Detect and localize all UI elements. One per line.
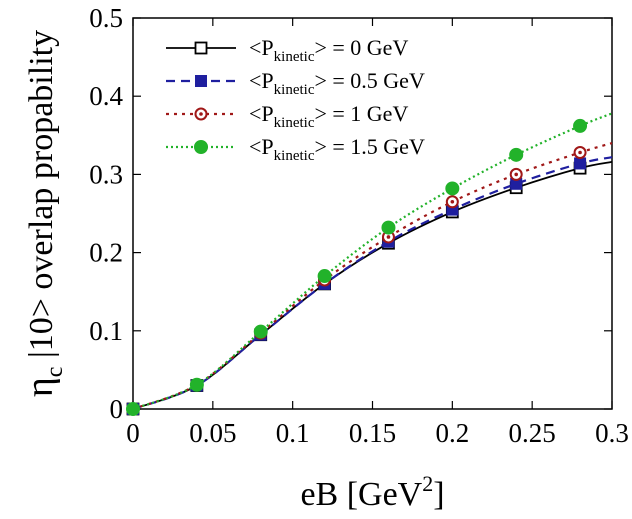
legend-label-sub: kinetic [274, 49, 315, 65]
data-point-open-circle-center [450, 199, 455, 204]
y-tick-label: 0.4 [89, 81, 123, 111]
legend-entry: <Pkinetic> = 1.5 GeV [166, 134, 425, 164]
legend-label-post: > = 0 GeV [314, 35, 408, 60]
x-tick-labels: 0 0.05 0.1 0.15 0.2 0.25 0.3 [126, 418, 629, 448]
y-axis-label-rest: |10> overlap propability [23, 30, 60, 367]
data-point-open-circle-center [386, 235, 391, 239]
y-axis-label-eta: η [19, 377, 61, 397]
legend-label-sub: kinetic [274, 148, 315, 164]
x-tick-label: 0.1 [276, 418, 310, 448]
x-tick-label: 0.05 [189, 418, 236, 448]
data-point-filled-circle [381, 220, 396, 235]
data-point-filled-circle [573, 118, 588, 133]
data-point-filled-square [195, 75, 207, 87]
legend-label: <Pkinetic> = 1.5 GeV [249, 134, 425, 164]
legend-label-post: > = 1.5 GeV [314, 134, 424, 159]
y-tick-label: 0.3 [89, 159, 123, 189]
legend: <Pkinetic> = 0 GeV<Pkinetic> = 0.5 GeV<P… [166, 35, 425, 164]
y-tick-label: 0 [110, 394, 124, 424]
y-axis-label-sub: c [42, 367, 68, 378]
data-point-open-circle-center [514, 172, 518, 177]
legend-label-pre: <P [249, 68, 274, 93]
series-line [132, 161, 613, 410]
legend-label-sub: kinetic [274, 82, 315, 98]
legend-label: <Pkinetic> = 0 GeV [249, 35, 408, 65]
data-point-filled-circle [445, 181, 460, 196]
y-tick-label: 0.5 [89, 3, 123, 33]
series-3 [126, 112, 613, 416]
series-line [132, 156, 613, 411]
legend-label-pre: <P [249, 134, 274, 159]
x-axis-label-text: eB [GeV [300, 476, 422, 513]
data-point-filled-square [574, 157, 587, 170]
series-2 [126, 142, 613, 416]
axis-ticks [132, 17, 613, 410]
data-point-open-circle-center [578, 150, 582, 155]
series-line [132, 142, 613, 411]
x-tick-label: 0.3 [595, 418, 629, 448]
series-line [132, 112, 613, 411]
legend-entry: <Pkinetic> = 1 GeV [166, 101, 408, 131]
data-point-filled-circle [509, 147, 524, 162]
data-point-open-circle-center [199, 112, 203, 116]
series-1 [127, 156, 613, 415]
x-tick-label: 0.15 [349, 418, 396, 448]
legend-entry: <Pkinetic> = 0.5 GeV [166, 68, 425, 98]
y-axis-label: ηc |10> overlap propability [19, 30, 68, 397]
x-tick-label: 0.2 [435, 418, 469, 448]
x-tick-label: 0.25 [509, 418, 556, 448]
legend-entry: <Pkinetic> = 0 GeV [166, 35, 408, 65]
data-point-open-square [194, 41, 208, 55]
y-tick-labels: 0 0.1 0.2 0.3 0.4 0.5 [89, 3, 123, 424]
legend-label-post: > = 1 GeV [314, 101, 408, 126]
legend-label: <Pkinetic> = 1 GeV [249, 101, 408, 131]
data-point-filled-circle [253, 324, 268, 339]
y-tick-label: 0.1 [89, 316, 123, 346]
data-point-filled-circle [126, 402, 140, 416]
x-axis-label-sup: 2 [422, 471, 433, 496]
y-tick-label: 0.2 [89, 238, 123, 268]
x-axis-label-close: ] [433, 476, 444, 513]
legend-label-pre: <P [249, 101, 274, 126]
legend-label-post: > = 0.5 GeV [314, 68, 424, 93]
series-layer [126, 112, 613, 416]
series-0 [126, 161, 613, 416]
x-tick-label: 0 [126, 418, 140, 448]
x-axis-label: eB [GeV2] [300, 471, 444, 513]
data-point-filled-circle [194, 140, 208, 154]
data-point-filled-circle [317, 269, 332, 284]
legend-label: <Pkinetic> = 0.5 GeV [249, 68, 425, 98]
data-point-filled-circle [189, 377, 204, 392]
legend-label-sub: kinetic [274, 115, 315, 131]
legend-label-pre: <P [249, 35, 274, 60]
